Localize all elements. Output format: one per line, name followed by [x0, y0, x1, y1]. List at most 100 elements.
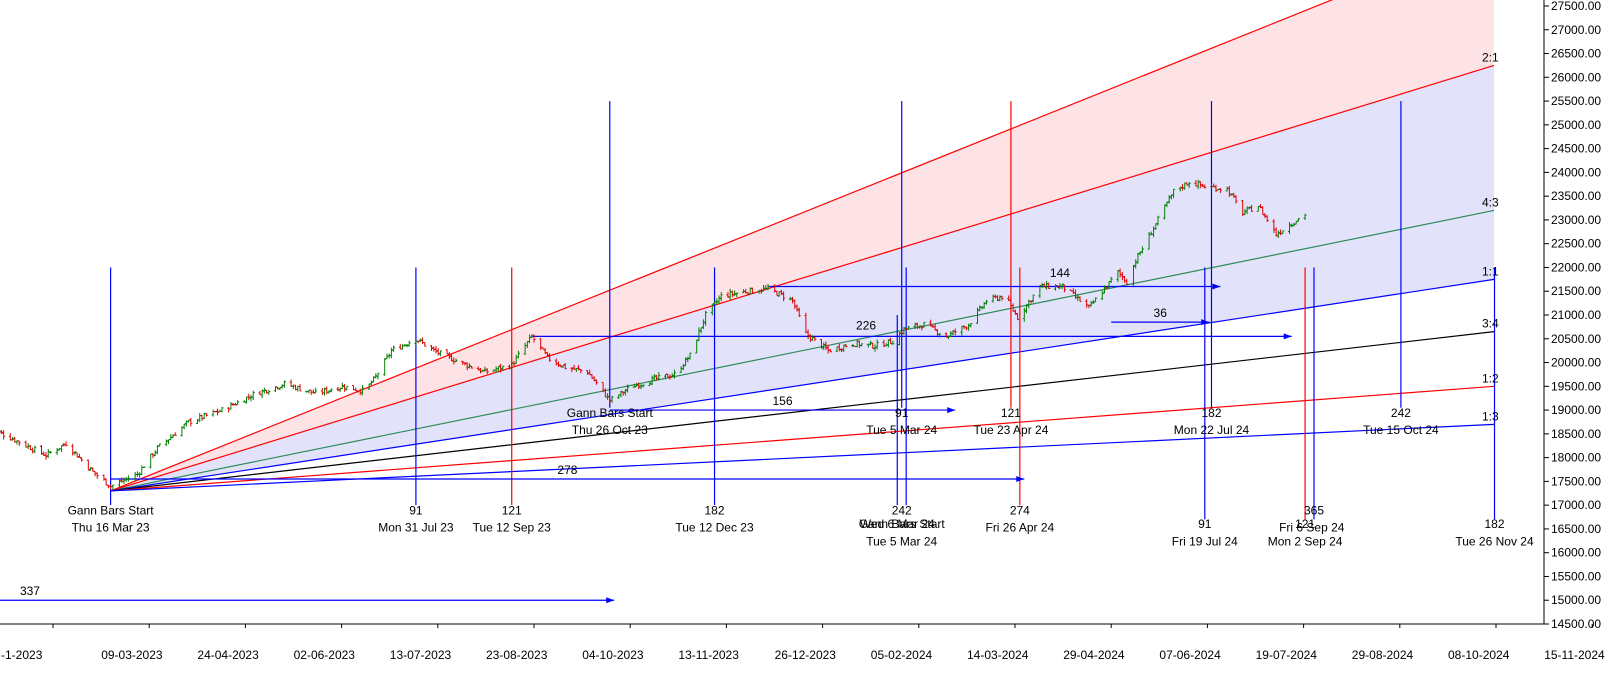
price-bar-up: [73, 451, 77, 456]
fan-label: 3:4: [1482, 317, 1499, 331]
y-tick-label: 27000.00: [1551, 23, 1601, 37]
price-bar-down: [423, 342, 427, 347]
price-bar-down: [447, 352, 451, 360]
y-tick-label: 21500.00: [1551, 284, 1601, 298]
price-bar-up: [1025, 304, 1029, 314]
price-bar-up: [182, 423, 186, 430]
price-bar-up: [236, 400, 240, 406]
price-bar-down: [75, 452, 79, 458]
x-tick-label: 23-08-2023: [486, 648, 548, 662]
x-tick-label: 05-02-2024: [871, 648, 933, 662]
price-bar-down: [539, 338, 543, 351]
price-bar-down: [666, 373, 670, 378]
annotation-text: 91: [1198, 517, 1212, 531]
price-bar-down: [541, 347, 545, 350]
price-bar-down: [1013, 309, 1017, 315]
price-bar-down: [1074, 289, 1078, 299]
annotation-text: Gann Bars Start: [567, 406, 654, 420]
price-bar-up: [606, 393, 610, 400]
price-bar-up: [418, 338, 422, 343]
arrow-label: 36: [1154, 306, 1168, 320]
annotation-text: Gann Bars Start: [68, 504, 155, 518]
fan-line: [110, 331, 1495, 492]
price-bar-down: [1203, 184, 1207, 189]
annotation-text: Mon 2 Sep 24: [1268, 535, 1343, 549]
y-tick-label: 25500.00: [1551, 94, 1601, 108]
price-bar-up: [697, 327, 701, 342]
price-bar-up: [122, 477, 126, 485]
price-bar-up: [984, 299, 988, 305]
price-bar-up: [1031, 294, 1035, 303]
price-bar-down: [42, 451, 46, 456]
price-bar-up: [1290, 223, 1294, 228]
y-tick-label: 20000.00: [1551, 356, 1601, 370]
y-tick-label: 17500.00: [1551, 474, 1601, 488]
price-bar-up: [401, 344, 405, 350]
price-bar-up: [641, 384, 645, 388]
annotation-text: Gann Bars Start: [859, 517, 946, 531]
price-bar-up: [133, 471, 137, 482]
price-bar-up: [164, 439, 168, 447]
annotation-text: Mon 22 Jul 24: [1174, 423, 1250, 437]
price-bar-up: [153, 450, 157, 457]
price-bar-up: [1131, 264, 1135, 286]
price-bars: [0, 179, 1307, 490]
price-bar-up: [327, 390, 331, 394]
price-bar-down: [1234, 195, 1238, 204]
x-tick-label: 09-03-2023: [101, 648, 163, 662]
price-bar-down: [436, 348, 440, 356]
y-tick-label: 14500.00: [1551, 617, 1601, 631]
price-bar-down: [808, 334, 812, 342]
price-bar-up: [249, 394, 253, 402]
price-bar-up: [851, 344, 855, 348]
arrow-head: [1201, 319, 1210, 326]
price-bar-up: [1022, 307, 1026, 322]
price-bar-down: [0, 430, 3, 434]
price-bar-down: [311, 389, 315, 394]
y-tick-label: 24000.00: [1551, 165, 1601, 179]
price-bar-up: [688, 352, 692, 360]
y-tick-label: 26000.00: [1551, 70, 1601, 84]
price-bar-down: [1011, 303, 1015, 312]
price-bar-up: [385, 353, 389, 360]
price-bar-up: [360, 385, 364, 396]
price-bar-up: [1243, 208, 1247, 216]
price-bar-up: [884, 343, 888, 347]
x-tick-label: 29-08-2024: [1352, 648, 1414, 662]
price-bar-up: [672, 369, 676, 379]
price-bar-up: [869, 340, 873, 346]
price-bar-up: [198, 412, 202, 423]
y-tick-label: 17000.00: [1551, 498, 1601, 512]
price-bar-down: [563, 363, 567, 370]
price-bar-up: [26, 443, 30, 450]
price-bar-up: [274, 386, 278, 392]
price-bar-down: [216, 408, 220, 416]
annotation-text: 144: [1050, 266, 1070, 280]
y-tick-label: 18000.00: [1551, 451, 1601, 465]
price-bar-up: [1138, 251, 1142, 256]
y-tick-label: 20500.00: [1551, 332, 1601, 346]
price-bar-down: [470, 365, 474, 369]
price-bar-down: [806, 329, 810, 339]
price-bar-up: [657, 372, 661, 381]
price-bar-up: [1045, 280, 1049, 290]
price-bar-down: [434, 345, 438, 354]
price-bar-up: [1294, 221, 1298, 225]
price-bar-down: [2, 430, 6, 440]
price-bar-up: [623, 388, 627, 396]
annotation-text: Fri 26 Apr 24: [985, 520, 1054, 534]
price-bar-down: [579, 369, 583, 374]
price-bar-up: [1100, 290, 1104, 301]
y-tick-label: 21000.00: [1551, 308, 1601, 322]
price-bar-up: [124, 476, 128, 483]
annotation-text: 91: [895, 406, 909, 420]
arrow-label: 156: [772, 394, 792, 408]
price-bar-up: [1167, 195, 1171, 204]
arrow-head: [1016, 476, 1025, 483]
annotations: 2:1 4:3 1:1 3:4 1:2 1:3 36 156 278 337 Gann Bars S…: [20, 50, 1534, 598]
price-bar-down: [570, 367, 574, 373]
price-bar-up: [158, 443, 162, 447]
price-bar-up: [938, 333, 942, 338]
